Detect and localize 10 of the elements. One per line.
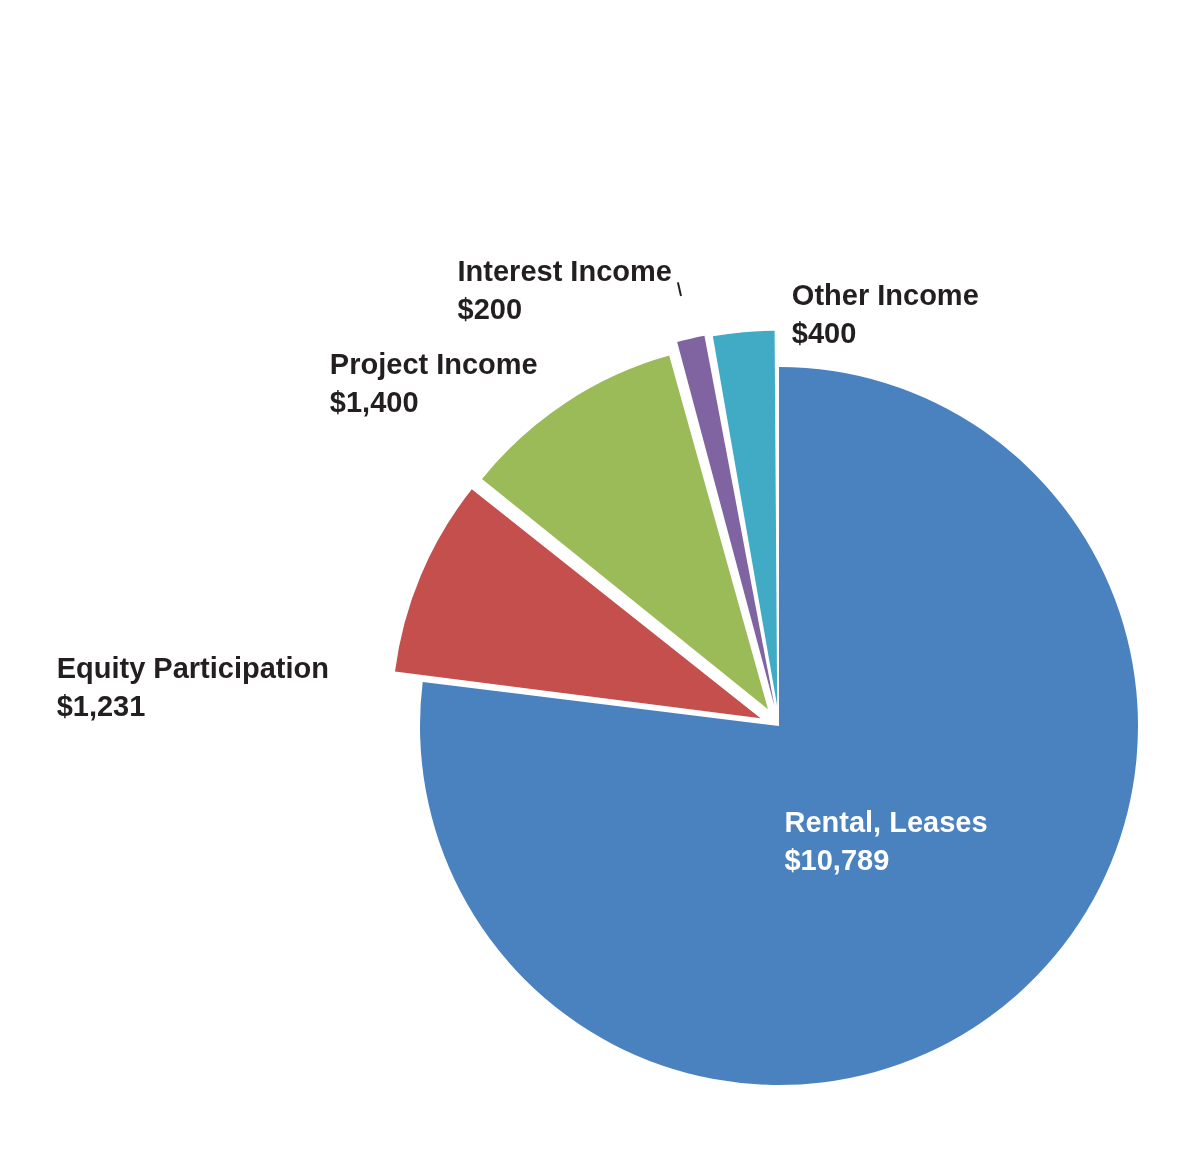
- slice-label: Interest Income: [457, 254, 672, 287]
- data-label: $1,400: [329, 385, 419, 418]
- data-label: $200: [457, 292, 523, 325]
- data-label: $400: [791, 316, 857, 349]
- slice-label: Other Income: [791, 278, 979, 311]
- slice-label: Project Income: [329, 347, 538, 380]
- slice-label: Equity Participation: [56, 652, 329, 685]
- data-label: $10,789: [784, 843, 890, 876]
- slice-label: Rental, Leases: [784, 805, 988, 838]
- data-label: $1,231: [56, 690, 146, 723]
